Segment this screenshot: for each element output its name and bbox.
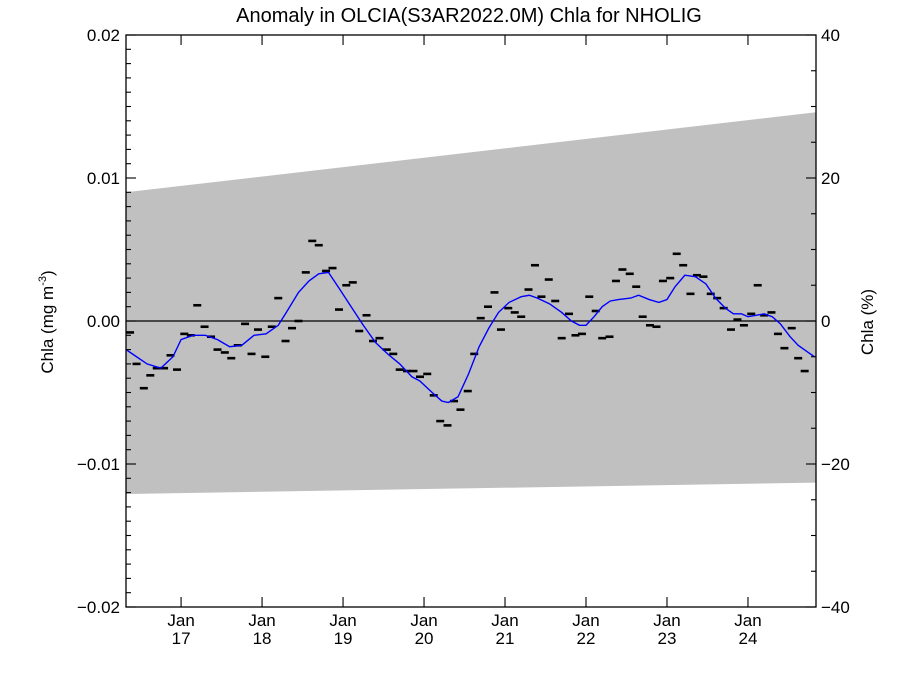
x-tick-month-label: Jan bbox=[329, 611, 356, 630]
right-tick-label: 20 bbox=[821, 169, 840, 188]
uncertainty-band-layer bbox=[126, 112, 816, 495]
x-tick-month-label: Jan bbox=[491, 611, 518, 630]
x-tick-year-label: 17 bbox=[172, 629, 191, 648]
x-tick-month-label: Jan bbox=[572, 611, 599, 630]
x-tick-month-label: Jan bbox=[410, 611, 437, 630]
x-tick-month-label: Jan bbox=[167, 611, 194, 630]
x-tick-month-label: Jan bbox=[653, 611, 680, 630]
x-tick-year-label: 21 bbox=[496, 629, 515, 648]
left-y-axis-label: Chla (mg m-3) bbox=[37, 270, 57, 373]
left-y-axis: 0.02 0.01 0.00 −0.01 −0.02 bbox=[77, 26, 136, 617]
left-tick-label: 0.00 bbox=[87, 312, 120, 331]
right-tick-label: −40 bbox=[821, 598, 850, 617]
right-y-axis: 40 20 0 −20 −40 bbox=[806, 26, 850, 617]
x-tick-year-label: 18 bbox=[253, 629, 272, 648]
monthly-marks-layer bbox=[126, 239, 809, 427]
x-tick-month-label: Jan bbox=[248, 611, 275, 630]
x-tick-year-label: 20 bbox=[415, 629, 434, 648]
running-mean-line bbox=[125, 271, 815, 404]
x-tick-year-label: 19 bbox=[334, 629, 353, 648]
left-tick-label: −0.02 bbox=[77, 598, 120, 617]
right-tick-label: 0 bbox=[821, 312, 830, 331]
left-y-axis-label-close: ) bbox=[38, 270, 57, 276]
left-tick-label: 0.01 bbox=[87, 169, 120, 188]
left-y-axis-label-main: Chla (mg m bbox=[38, 286, 57, 374]
right-tick-label: 40 bbox=[821, 26, 840, 45]
x-tick-year-label: 22 bbox=[577, 629, 596, 648]
x-tick-month-label: Jan bbox=[734, 611, 761, 630]
running-mean-layer bbox=[125, 271, 815, 404]
x-tick-year-label: 23 bbox=[658, 629, 677, 648]
right-y-axis-label: Chla (%) bbox=[858, 289, 877, 355]
x-tick-year-label: 24 bbox=[739, 629, 758, 648]
chart-title: Anomaly in OLCIA(S3AR2022.0M) Chla for N… bbox=[236, 5, 702, 27]
uncertainty-band bbox=[126, 112, 816, 495]
left-tick-label: 0.02 bbox=[87, 26, 120, 45]
left-tick-label: −0.01 bbox=[77, 455, 120, 474]
left-y-axis-label-superscript: -3 bbox=[37, 276, 49, 286]
right-tick-label: −20 bbox=[821, 455, 850, 474]
